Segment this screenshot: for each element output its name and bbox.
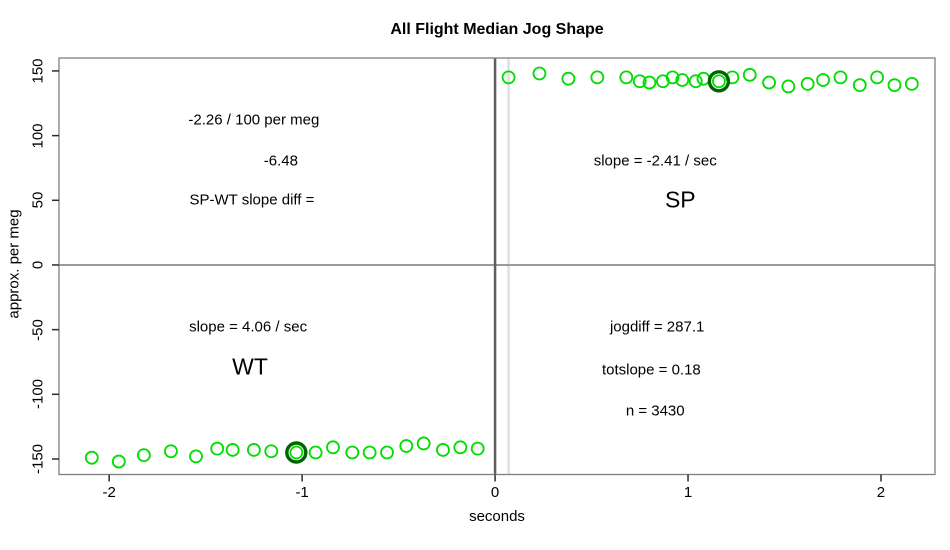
- annotation-text: SP: [664, 186, 696, 213]
- data-point-wt: [225, 443, 240, 457]
- y-axis-label: approx. per meg: [5, 209, 23, 319]
- annotation-text: n = 3430: [625, 402, 685, 420]
- annotation-text: slope = -2.41 / sec: [593, 152, 717, 170]
- y-tick-label: 0: [29, 260, 47, 270]
- highlight-ring: [285, 441, 308, 464]
- data-point-sp: [870, 70, 885, 85]
- data-point-sp: [742, 67, 757, 82]
- data-point-sp: [800, 76, 815, 91]
- data-point-sp: [762, 75, 776, 90]
- data-point-wt: [84, 450, 99, 465]
- data-point-sp: [904, 76, 919, 91]
- data-point-wt: [470, 441, 485, 456]
- data-point-sp: [816, 73, 830, 87]
- x-tick-label: -2: [102, 483, 116, 501]
- data-point-wt: [264, 444, 279, 459]
- data-point-sp: [696, 71, 711, 86]
- data-point-sp: [532, 66, 547, 81]
- y-tick-label: 100: [29, 123, 47, 149]
- y-tick-label: -50: [29, 318, 47, 341]
- data-point-wt: [164, 444, 178, 459]
- x-tick-label: 2: [876, 483, 886, 501]
- annotation-text: SP-WT slope diff =: [189, 191, 315, 209]
- annotation-text: totslope = 0.18: [601, 361, 701, 379]
- data-point-wt: [210, 441, 225, 456]
- data-point-wt: [246, 443, 261, 457]
- annotation-text: -2.26 / 100 per meg: [188, 111, 320, 129]
- data-point-sp: [852, 78, 867, 93]
- data-point-sp: [688, 74, 703, 89]
- data-point-sp: [781, 79, 796, 94]
- y-tick-label: -100: [29, 379, 47, 410]
- x-tick-label: 1: [683, 483, 693, 501]
- data-point-wt: [416, 436, 431, 451]
- data-point-sp: [642, 75, 657, 90]
- data-point-sp: [590, 70, 605, 85]
- data-point-sp: [665, 70, 680, 85]
- data-point-wt: [308, 445, 323, 460]
- highlight-ring: [707, 70, 731, 93]
- data-point-wt: [289, 445, 304, 460]
- data-point-sp: [833, 70, 848, 85]
- data-point-wt: [345, 445, 360, 460]
- data-point-sp: [619, 70, 634, 85]
- data-point-sp: [711, 74, 726, 89]
- annotation-text: -6.48: [263, 152, 298, 170]
- data-point-wt: [326, 440, 340, 455]
- data-point-sp: [632, 74, 647, 89]
- chart-title: All Flight Median Jog Shape: [390, 21, 604, 38]
- data-point-sp: [887, 78, 902, 93]
- data-point-wt: [436, 443, 450, 457]
- data-point-wt: [136, 448, 151, 462]
- annotation-text: WT: [232, 353, 268, 380]
- data-point-sp: [675, 73, 690, 87]
- data-point-wt: [111, 454, 126, 469]
- data-point-wt: [380, 445, 394, 460]
- y-tick-label: 50: [29, 191, 47, 209]
- data-point-sp: [501, 70, 516, 85]
- data-point-wt: [189, 449, 203, 464]
- x-tick-label: -1: [295, 483, 309, 501]
- data-point-wt: [453, 440, 468, 455]
- data-point-sp: [561, 71, 576, 86]
- annotation-text: jogdiff = 287.1: [609, 318, 705, 336]
- plot-box: [58, 57, 936, 476]
- data-point-wt: [399, 439, 414, 453]
- y-tick-label: -150: [29, 443, 47, 474]
- x-axis-label: seconds: [469, 508, 525, 525]
- data-point-wt: [362, 445, 377, 460]
- x-tick-label: 0: [490, 483, 500, 501]
- annotation-text: slope = 4.06 / sec: [189, 318, 308, 336]
- y-tick-label: 150: [29, 58, 47, 84]
